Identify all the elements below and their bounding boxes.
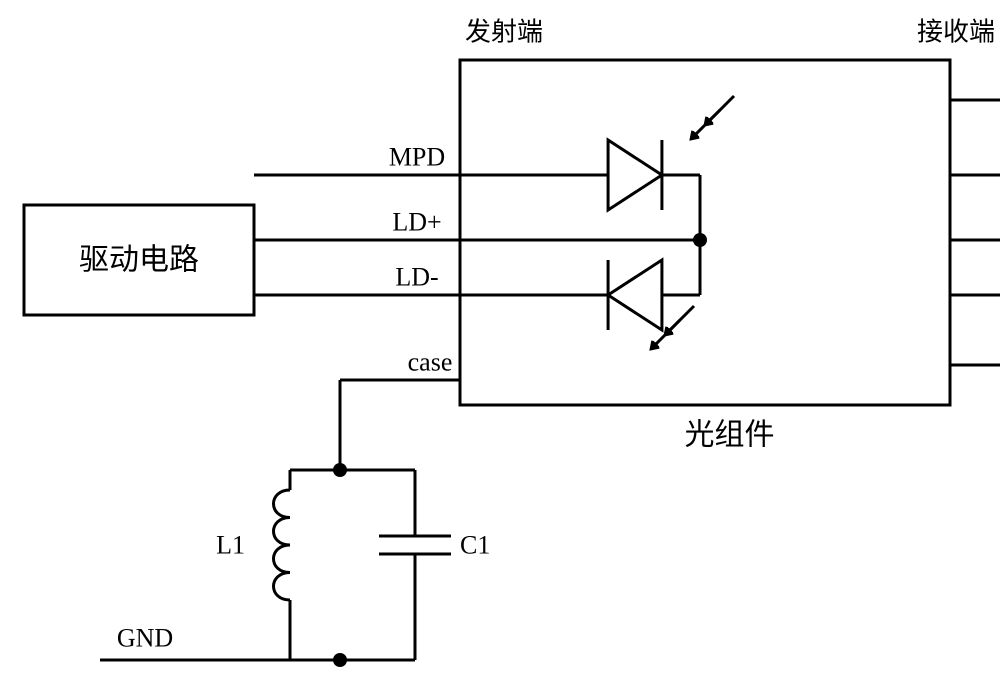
mpd-light-icon <box>691 96 734 139</box>
inductor-label: L1 <box>216 531 245 560</box>
case-label: case <box>408 348 453 377</box>
rx-label: 接收端 <box>917 18 995 47</box>
ld-diode-triangle <box>608 260 662 330</box>
inductor-l1 <box>274 490 291 600</box>
optical-box <box>460 60 950 405</box>
driver-box-label: 驱动电路 <box>79 244 199 277</box>
tx-label: 发射端 <box>465 18 543 47</box>
mpd-label: MPD <box>389 143 445 172</box>
mpd-diode-triangle <box>608 140 662 210</box>
capacitor-label: C1 <box>460 531 490 560</box>
gnd-label: GND <box>117 624 173 653</box>
optical-box-label: 光组件 <box>685 419 775 452</box>
ld-minus-label: LD- <box>395 263 438 292</box>
ld-junction <box>693 233 707 247</box>
ld-plus-label: LD+ <box>392 208 441 237</box>
